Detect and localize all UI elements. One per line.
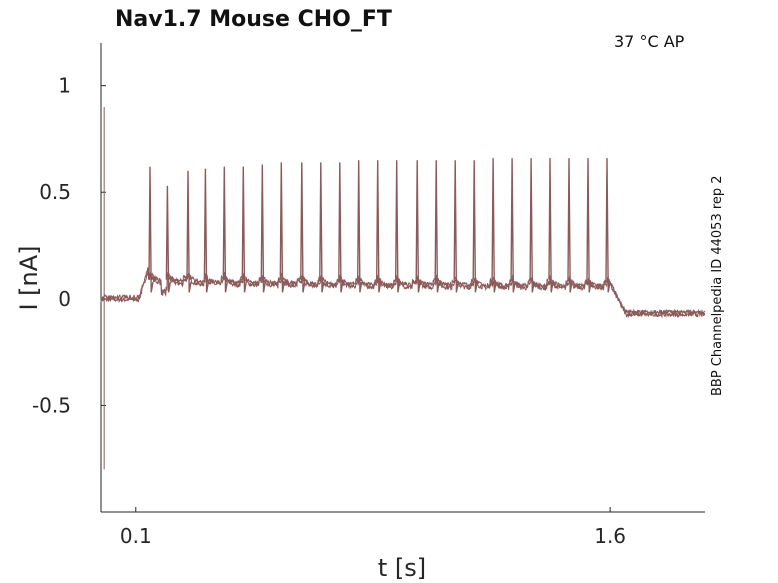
spike bbox=[338, 162, 344, 293]
spike bbox=[319, 162, 325, 293]
spike bbox=[203, 168, 210, 293]
y-tick-label: 1 bbox=[58, 74, 71, 98]
side-label: BBP Channelpedia ID 44053 rep 2 bbox=[710, 175, 725, 396]
y-tick-label: 0 bbox=[58, 287, 71, 311]
spike bbox=[472, 160, 478, 293]
x-axis-label: t [s] bbox=[378, 554, 426, 582]
spike bbox=[453, 160, 459, 293]
spike bbox=[415, 160, 421, 293]
axes bbox=[100, 43, 705, 513]
spike bbox=[434, 160, 440, 293]
current-trace bbox=[100, 267, 706, 316]
spike bbox=[357, 160, 363, 293]
spike bbox=[241, 166, 247, 293]
spike bbox=[491, 158, 497, 293]
spike bbox=[567, 158, 573, 293]
spike bbox=[586, 158, 592, 293]
chart-title: Nav1.7 Mouse CHO_FT bbox=[115, 7, 392, 32]
spike bbox=[165, 185, 172, 293]
spike bbox=[222, 166, 228, 293]
spike bbox=[148, 166, 154, 293]
spike bbox=[605, 158, 611, 293]
spike bbox=[510, 158, 516, 293]
spike bbox=[376, 160, 382, 293]
x-tick-label: 1.6 bbox=[594, 524, 626, 548]
spike bbox=[300, 162, 306, 293]
spike bbox=[548, 158, 554, 293]
plot-area bbox=[100, 106, 706, 470]
y-axis-label: I [nA] bbox=[15, 245, 43, 310]
y-tick-label: -0.5 bbox=[32, 393, 71, 417]
y-tick-label: 0.5 bbox=[39, 180, 71, 204]
spike bbox=[279, 162, 285, 293]
spike bbox=[529, 158, 535, 293]
y-ticks: 1 0.5 0 -0.5 bbox=[32, 74, 106, 417]
spike bbox=[395, 160, 401, 293]
spike bbox=[186, 170, 192, 293]
condition-annotation: 37 °C AP bbox=[614, 32, 685, 51]
spike bbox=[260, 164, 266, 293]
x-ticks: 0.1 1.6 bbox=[120, 507, 626, 548]
x-tick-label: 0.1 bbox=[120, 524, 152, 548]
